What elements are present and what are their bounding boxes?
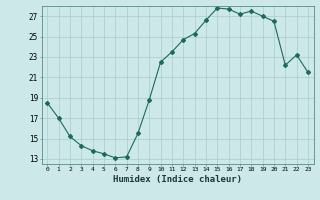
X-axis label: Humidex (Indice chaleur): Humidex (Indice chaleur) [113, 175, 242, 184]
